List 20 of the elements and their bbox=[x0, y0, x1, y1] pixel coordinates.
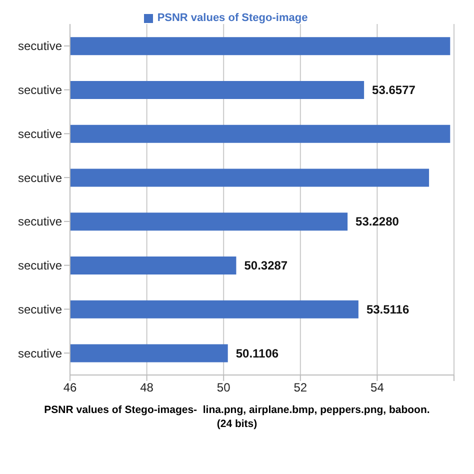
y-tick-label: secutive bbox=[18, 83, 62, 98]
data-label: 50.1106 bbox=[236, 346, 279, 360]
x-axis-title: PSNR values of Stego-images- lina.png, airplane.bmp, peppers.png, baboon. (24 bits) bbox=[43, 403, 431, 431]
y-tick-label: secutive bbox=[18, 39, 62, 54]
y-tick-label: secutive bbox=[18, 214, 62, 229]
x-tick-label: 50 bbox=[216, 380, 231, 395]
y-tick-label: secutive bbox=[18, 302, 62, 316]
legend-label: PSNR values of Stego-image bbox=[157, 12, 308, 24]
data-label: 53.2280 bbox=[356, 214, 400, 229]
data-label: 53.6577 bbox=[372, 83, 416, 98]
x-tick-label: 46 bbox=[63, 380, 77, 395]
y-tick-label: secutive bbox=[18, 346, 62, 360]
x-tick-label: 48 bbox=[140, 380, 154, 395]
data-label: 53.5116 bbox=[366, 302, 410, 316]
x-tick-label: 54 bbox=[370, 380, 384, 395]
data-label: 50.3287 bbox=[244, 258, 288, 273]
y-tick-label: secutive bbox=[18, 258, 62, 273]
y-tick-label: secutive bbox=[18, 126, 62, 141]
y-tick-label: secutive bbox=[18, 170, 62, 185]
x-tick-label: 52 bbox=[294, 380, 308, 395]
